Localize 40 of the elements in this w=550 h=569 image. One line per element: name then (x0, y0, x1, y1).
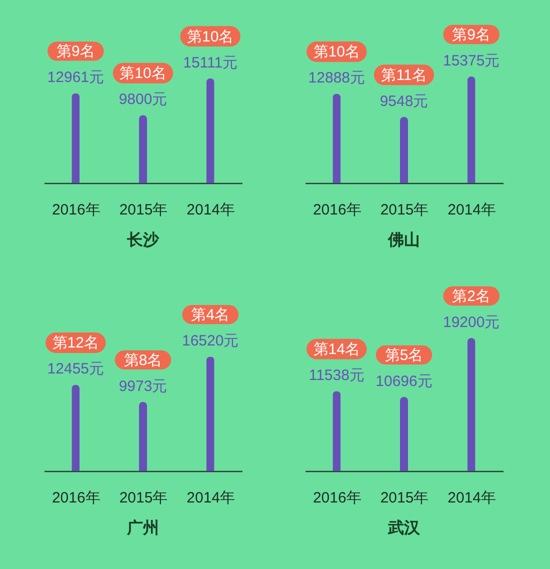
annotation: 第9名 (56, 43, 95, 60)
annotation: 第10名 (313, 44, 360, 61)
x-tick-label: 2015年 (119, 202, 168, 218)
annotation: 第4名 (191, 306, 230, 324)
x-tick-label: 2016年 (312, 490, 362, 506)
annotation: 第10名 (120, 65, 166, 82)
data-label: 12961元 (47, 69, 104, 86)
annotation: 第9名 (452, 26, 491, 44)
data-label: 15375元 (442, 52, 500, 70)
annotation: 第10名 (187, 28, 234, 46)
x-tick-label: 2016年 (52, 490, 100, 506)
text: 广州 (126, 519, 159, 537)
x-tick-label: 2015年 (380, 490, 429, 506)
x-tick-label: 2014年 (448, 202, 496, 218)
x-tick-label: 2014年 (186, 490, 236, 506)
x-tick-label: 2014年 (186, 202, 236, 218)
data-label: 15111元 (183, 54, 238, 72)
annotation: 第8名 (124, 352, 162, 369)
data-label: 12888元 (308, 70, 366, 87)
x-tick-label: 2016年 (52, 202, 100, 218)
data-label: 9973元 (118, 378, 168, 395)
x-tick-label: 2015年 (119, 490, 168, 506)
data-label: 9548元 (380, 92, 428, 110)
text: 佛山 (387, 231, 420, 249)
data-label: 11538元 (308, 367, 364, 384)
x-tick-label: 2015年 (380, 202, 429, 218)
data-label: 9800元 (118, 91, 168, 108)
text: 武汉 (387, 519, 421, 537)
annotation: 第14名 (313, 341, 360, 358)
annotation: 第5名 (384, 346, 424, 364)
data-label: 10696元 (376, 372, 432, 390)
text: 长沙 (126, 231, 160, 249)
x-tick-label: 2014年 (448, 490, 496, 506)
data-label: 12455元 (47, 360, 104, 378)
x-tick-label: 2016年 (312, 202, 362, 218)
annotation: 第12名 (52, 334, 99, 352)
annotation: 第2名 (452, 288, 491, 305)
data-label: 16520元 (182, 332, 239, 350)
annotation: 第11名 (381, 66, 427, 84)
data-label: 19200元 (442, 314, 500, 331)
